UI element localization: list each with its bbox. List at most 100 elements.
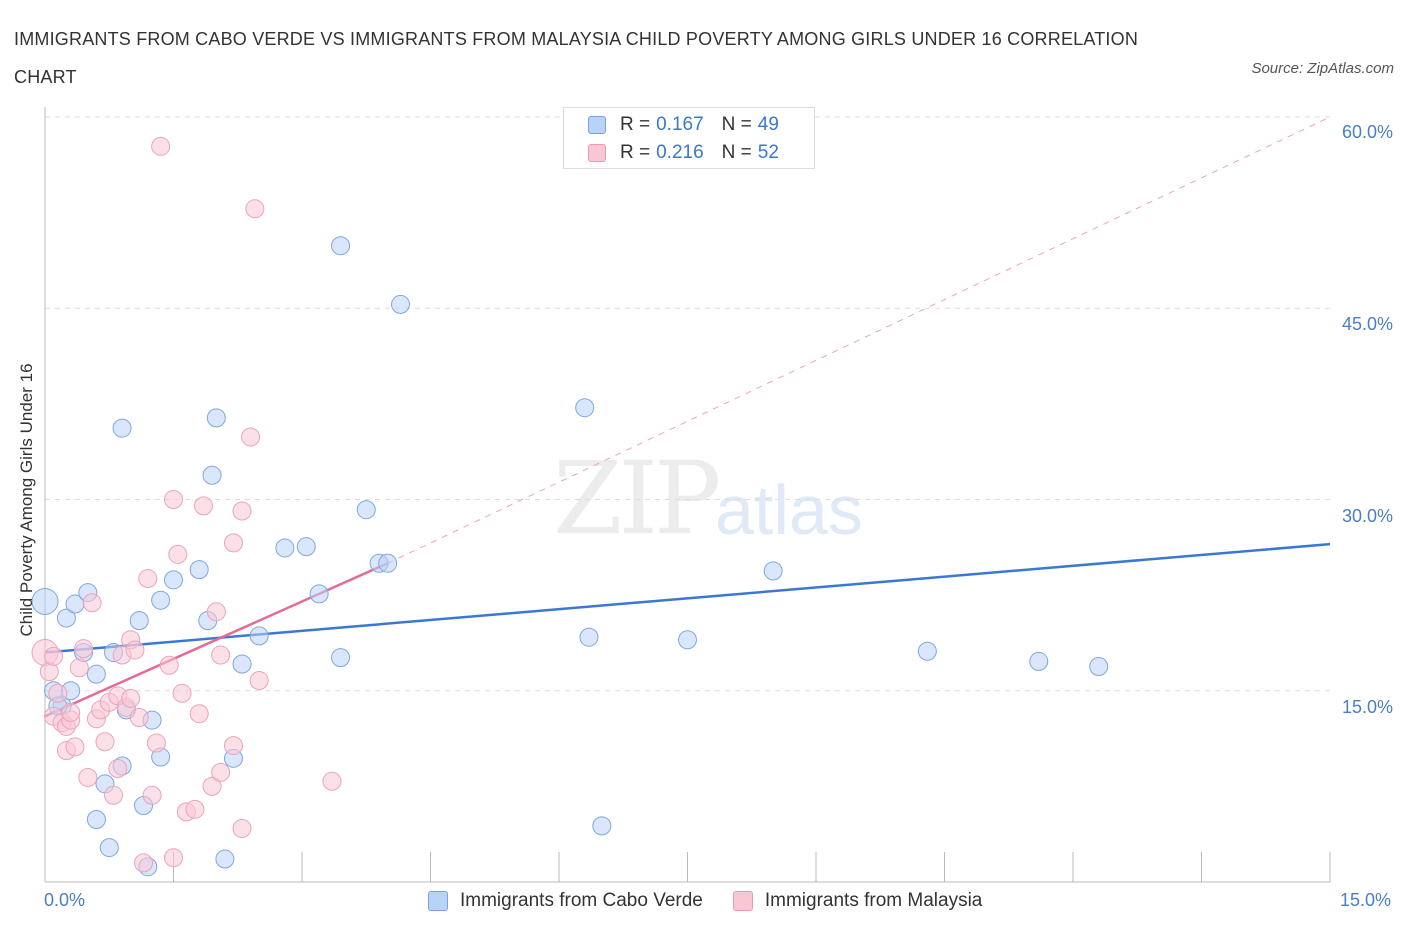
point-malaysia bbox=[44, 646, 64, 666]
point-malaysia bbox=[202, 776, 222, 796]
source-label: Source: ZipAtlas.com bbox=[1251, 60, 1394, 77]
point-cabo-verde bbox=[112, 418, 132, 438]
x-tick-label: 15.0% bbox=[1340, 890, 1392, 910]
point-malaysia bbox=[168, 544, 188, 564]
point-malaysia bbox=[206, 602, 226, 622]
point-malaysia bbox=[189, 704, 209, 724]
legend-swatch-blue bbox=[588, 116, 606, 134]
point-malaysia bbox=[164, 490, 183, 509]
data-points bbox=[31, 136, 1109, 877]
stats-legend-row-malaysia: R = 0.216 N = 52 bbox=[588, 141, 779, 165]
point-cabo-verde bbox=[592, 816, 612, 836]
point-malaysia bbox=[159, 655, 179, 675]
point-malaysia bbox=[121, 688, 141, 708]
y-tick-label: 15.0% bbox=[1341, 697, 1393, 717]
r-label: R = bbox=[620, 114, 651, 135]
point-cabo-verde bbox=[151, 590, 171, 610]
point-cabo-verde bbox=[309, 584, 329, 604]
point-malaysia bbox=[104, 785, 124, 805]
y-tick-label: 45.0% bbox=[1341, 314, 1393, 334]
point-malaysia bbox=[249, 671, 269, 691]
point-cabo-verde bbox=[56, 608, 76, 628]
r-value: 0.216 bbox=[656, 142, 704, 163]
point-malaysia bbox=[193, 496, 213, 516]
point-malaysia bbox=[78, 767, 98, 787]
point-malaysia bbox=[211, 762, 231, 782]
point-malaysia bbox=[185, 799, 205, 819]
legend-item-malaysia[interactable]: Immigrants from Malaysia bbox=[732, 890, 983, 912]
point-cabo-verde bbox=[206, 408, 226, 428]
point-malaysia bbox=[322, 771, 342, 791]
point-cabo-verde bbox=[99, 838, 119, 858]
point-cabo-verde bbox=[31, 588, 59, 615]
y-tick-label: 60.0% bbox=[1341, 122, 1393, 142]
series-legend: Immigrants from Cabo Verde Immigrants fr… bbox=[428, 890, 1012, 912]
point-malaysia bbox=[74, 639, 94, 659]
point-cabo-verde bbox=[215, 849, 235, 869]
watermark-atlas: atlas bbox=[715, 471, 863, 549]
point-malaysia bbox=[129, 708, 149, 728]
point-malaysia bbox=[134, 853, 154, 873]
n-value: 52 bbox=[757, 142, 779, 163]
legend-swatch-pink bbox=[732, 891, 753, 911]
point-malaysia bbox=[125, 640, 145, 660]
legend-label: Immigrants from Cabo Verde bbox=[460, 890, 703, 911]
point-cabo-verde bbox=[249, 626, 269, 646]
trend-line-malaysia-extrapolated bbox=[387, 116, 1331, 564]
trend-lines bbox=[44, 116, 1331, 718]
point-cabo-verde bbox=[86, 664, 106, 684]
point-cabo-verde bbox=[86, 810, 106, 830]
point-cabo-verde bbox=[331, 648, 351, 668]
point-malaysia bbox=[61, 702, 81, 722]
n-label: N = bbox=[721, 142, 752, 163]
point-malaysia bbox=[223, 736, 243, 756]
trend-line-malaysia bbox=[44, 562, 389, 718]
point-cabo-verde bbox=[275, 538, 295, 558]
point-cabo-verde bbox=[202, 465, 222, 485]
point-malaysia bbox=[82, 593, 102, 613]
grid-lines bbox=[45, 116, 1330, 692]
point-cabo-verde bbox=[232, 654, 252, 674]
x-tick-label: 0.0% bbox=[44, 890, 86, 910]
point-cabo-verde bbox=[1089, 657, 1109, 677]
legend-label: Immigrants from Malaysia bbox=[764, 890, 983, 911]
point-cabo-verde bbox=[296, 537, 316, 557]
point-cabo-verde bbox=[356, 500, 376, 520]
point-cabo-verde bbox=[575, 398, 595, 418]
point-cabo-verde bbox=[378, 553, 398, 573]
point-cabo-verde bbox=[391, 294, 411, 314]
point-malaysia bbox=[138, 569, 158, 589]
stats-legend: R = 0.167 N = 49 R = 0.216 N = 52 bbox=[563, 107, 815, 169]
watermark-zip: ZIP bbox=[553, 440, 721, 557]
chart-title: IMMIGRANTS FROM CABO VERDE VS IMMIGRANTS… bbox=[14, 29, 1139, 87]
r-label: R = bbox=[620, 142, 651, 163]
point-malaysia bbox=[172, 683, 192, 703]
point-cabo-verde bbox=[1029, 651, 1049, 671]
point-malaysia bbox=[245, 199, 265, 219]
point-cabo-verde bbox=[164, 570, 183, 590]
legend-item-cabo-verde[interactable]: Immigrants from Cabo Verde bbox=[428, 890, 703, 912]
point-malaysia bbox=[232, 818, 252, 838]
axes bbox=[44, 107, 1331, 883]
point-malaysia bbox=[146, 733, 166, 753]
point-cabo-verde bbox=[763, 561, 783, 581]
point-malaysia bbox=[65, 737, 85, 757]
n-value: 49 bbox=[757, 114, 779, 135]
legend-swatch-blue bbox=[428, 891, 448, 911]
r-value: 0.167 bbox=[656, 114, 704, 135]
point-cabo-verde bbox=[189, 560, 209, 580]
point-cabo-verde bbox=[917, 641, 937, 661]
point-cabo-verde bbox=[331, 236, 351, 256]
point-cabo-verde bbox=[129, 611, 149, 631]
legend-swatch-pink bbox=[588, 144, 606, 162]
point-malaysia bbox=[223, 533, 243, 553]
n-label: N = bbox=[721, 114, 752, 135]
point-malaysia bbox=[142, 785, 162, 805]
point-malaysia bbox=[241, 427, 261, 447]
point-cabo-verde bbox=[579, 627, 599, 647]
point-cabo-verde bbox=[678, 630, 697, 650]
point-malaysia bbox=[95, 732, 115, 752]
point-malaysia bbox=[211, 645, 231, 665]
stats-legend-row-cabo-verde: R = 0.167 N = 49 bbox=[588, 113, 779, 137]
